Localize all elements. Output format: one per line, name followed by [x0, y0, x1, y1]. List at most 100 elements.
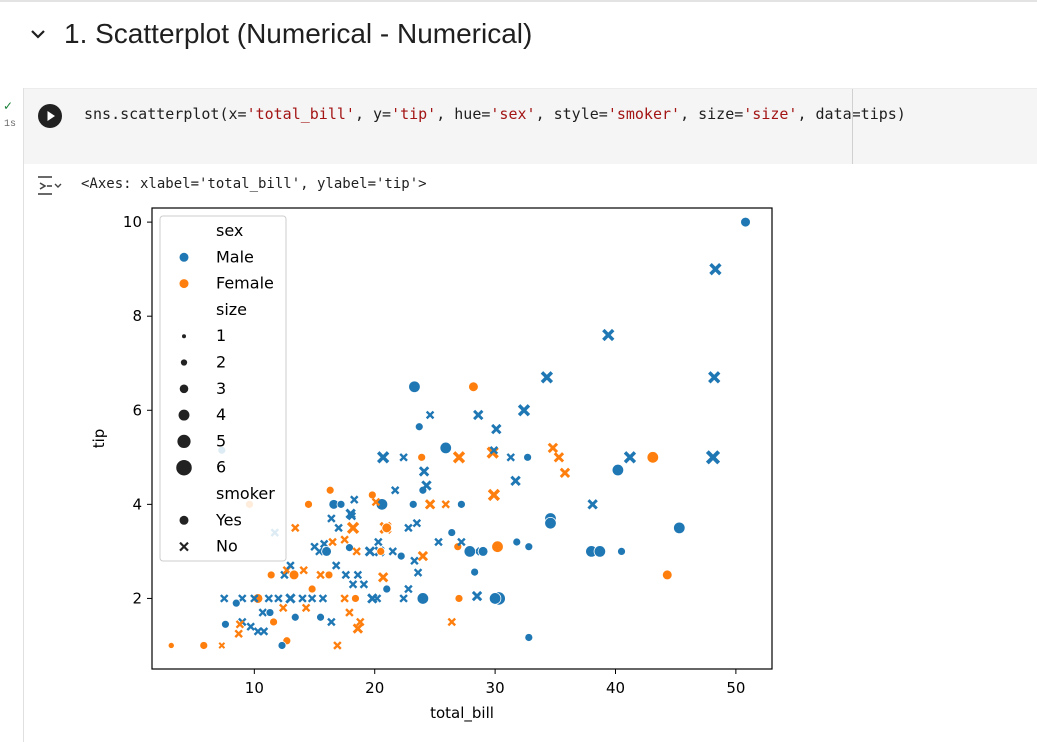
code-string-token: 'smoker'	[607, 105, 681, 123]
data-point	[381, 522, 393, 534]
data-point	[421, 480, 432, 491]
data-point	[414, 422, 424, 432]
data-point	[587, 499, 598, 510]
data-point	[396, 551, 406, 561]
data-point	[299, 565, 308, 575]
data-point	[376, 546, 386, 556]
data-point	[307, 594, 317, 603]
data-point	[199, 641, 209, 650]
data-point	[265, 608, 275, 617]
data-point	[269, 617, 278, 627]
data-point	[404, 584, 413, 594]
legend-size-marker	[179, 384, 189, 394]
data-point	[341, 570, 351, 580]
data-point	[611, 463, 625, 477]
data-point	[399, 594, 408, 603]
chevron-down-icon[interactable]	[26, 22, 50, 46]
y-tick-label: 8	[132, 307, 142, 325]
data-point	[488, 592, 502, 605]
legend-size-marker	[177, 434, 191, 448]
data-point	[454, 594, 464, 603]
data-point	[301, 603, 311, 613]
data-point	[359, 580, 369, 589]
legend-label-no: No	[216, 537, 238, 556]
editor-ruler	[852, 89, 853, 164]
code-token: , style=	[535, 105, 608, 123]
legend-label-female: Female	[216, 274, 274, 293]
data-point	[705, 450, 721, 465]
legend-title-smoker: smoker	[216, 484, 275, 503]
y-tick-label: 4	[132, 495, 142, 513]
data-point	[418, 466, 430, 477]
data-point	[231, 598, 241, 608]
code-token: , y=	[354, 105, 392, 123]
data-point	[646, 451, 660, 464]
data-point	[324, 570, 334, 580]
section-title: 1. Scatterplot (Numerical - Numerical)	[64, 18, 533, 49]
data-point	[353, 570, 363, 580]
output-text: <Axes: xlabel='total_bill', ylabel='tip'…	[81, 176, 427, 192]
data-point	[382, 584, 392, 594]
data-point	[412, 518, 422, 528]
data-point	[352, 547, 361, 556]
data-point	[259, 627, 269, 636]
section-header[interactable]: 1. Scatterplot (Numerical - Numerical)	[26, 14, 532, 54]
legend-size-marker	[182, 334, 186, 339]
data-point	[291, 523, 300, 533]
code-cell[interactable]: sns.scatterplot(x='total_bill', y='tip',…	[24, 88, 1037, 164]
data-point	[524, 633, 534, 642]
legend-size-label: 2	[216, 353, 226, 372]
check-icon: ✓	[3, 99, 14, 113]
data-point	[544, 516, 557, 530]
data-point	[285, 593, 296, 604]
y-tick-label: 2	[132, 589, 142, 607]
legend-size-label: 4	[216, 405, 226, 424]
cell-gutter-line	[23, 88, 24, 742]
x-tick-label: 20	[365, 679, 384, 697]
data-point	[439, 441, 452, 455]
data-point	[740, 216, 751, 228]
data-point	[540, 371, 554, 384]
code-token: , data=tips)	[797, 105, 906, 123]
data-point	[346, 521, 360, 535]
data-point	[316, 612, 325, 622]
code-token: , size=	[680, 105, 744, 123]
data-point	[491, 423, 502, 435]
data-point	[374, 537, 383, 547]
data-point	[553, 452, 565, 463]
data-point	[425, 410, 435, 420]
data-point	[375, 498, 389, 511]
data-point	[310, 542, 319, 551]
data-point	[489, 446, 499, 455]
data-point	[364, 546, 376, 557]
data-point	[471, 590, 483, 602]
data-point	[416, 592, 430, 605]
data-point	[376, 451, 390, 464]
data-point	[238, 594, 247, 603]
data-point	[277, 641, 287, 650]
data-point	[347, 511, 357, 521]
top-border	[0, 0, 1037, 2]
data-point	[473, 409, 484, 421]
output-actions-icon[interactable]	[36, 173, 62, 197]
x-tick-label: 50	[726, 679, 745, 697]
data-point	[708, 371, 721, 384]
data-point	[417, 452, 427, 462]
data-point	[463, 545, 477, 558]
data-point	[388, 547, 398, 556]
data-point	[372, 594, 382, 603]
code-editor[interactable]: sns.scatterplot(x='total_bill', y='tip',…	[84, 105, 906, 123]
run-cell-button[interactable]	[38, 104, 62, 128]
data-point	[408, 499, 418, 509]
data-point	[623, 451, 637, 464]
play-icon	[47, 111, 55, 121]
x-tick-label: 30	[486, 679, 505, 697]
legend-size-label: 3	[216, 379, 226, 398]
data-point	[512, 537, 522, 547]
data-point	[258, 608, 268, 617]
data-point	[371, 497, 381, 507]
data-point	[304, 499, 313, 509]
data-point	[434, 537, 443, 547]
data-point	[456, 499, 466, 509]
data-point	[328, 537, 337, 547]
